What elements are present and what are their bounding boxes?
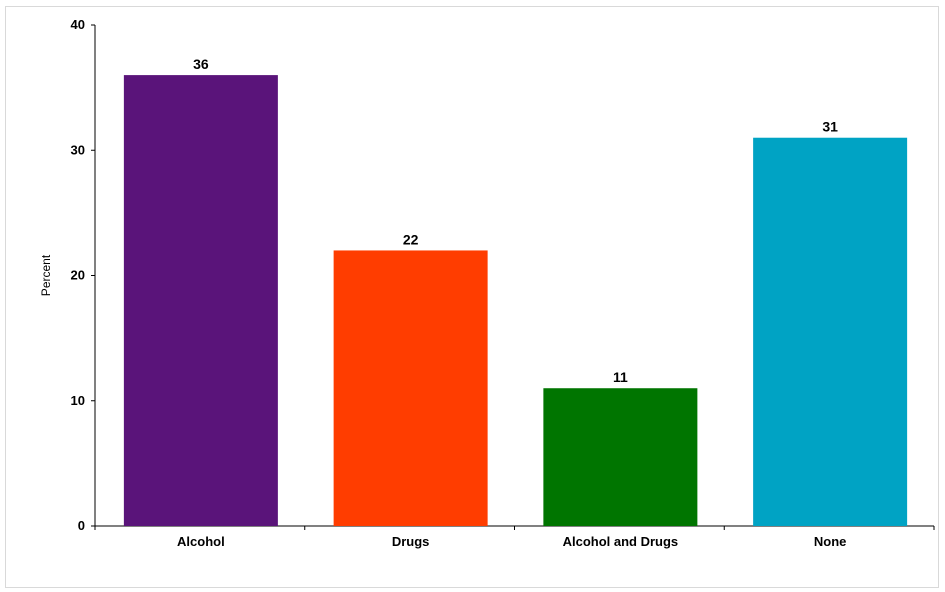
bar-alcohol bbox=[123, 75, 278, 526]
bar-alcohol-and-drugs bbox=[543, 388, 698, 526]
y-ticks: 0 10 20 30 40 bbox=[71, 17, 95, 533]
x-tick-label: Alcohol and Drugs bbox=[563, 534, 679, 549]
y-tick-label: 0 bbox=[78, 518, 85, 533]
chart-frame: 0 10 20 30 40 36 22 11 31 Alcohol Drugs Alcohol a… bbox=[5, 6, 939, 588]
y-tick-label: 40 bbox=[71, 17, 85, 32]
x-tick-label: None bbox=[814, 534, 847, 549]
x-ticks: Alcohol Drugs Alcohol and Drugs None bbox=[94, 526, 935, 549]
data-label: 22 bbox=[403, 231, 419, 247]
bar-drugs bbox=[333, 250, 488, 526]
data-label: 36 bbox=[193, 56, 209, 72]
bars: 36 22 11 31 bbox=[123, 56, 908, 526]
y-axis-title: Percent bbox=[39, 254, 53, 296]
y-tick-label: 20 bbox=[71, 268, 85, 283]
bar-chart: 0 10 20 30 40 36 22 11 31 Alcohol Drugs Alcohol a… bbox=[39, 17, 935, 549]
y-tick-label: 10 bbox=[71, 393, 85, 408]
x-tick-label: Drugs bbox=[392, 534, 430, 549]
y-tick-label: 30 bbox=[71, 142, 85, 157]
data-label: 31 bbox=[822, 119, 838, 135]
x-tick-label: Alcohol bbox=[177, 534, 225, 549]
bar-none bbox=[753, 137, 908, 526]
data-label: 11 bbox=[613, 369, 628, 385]
